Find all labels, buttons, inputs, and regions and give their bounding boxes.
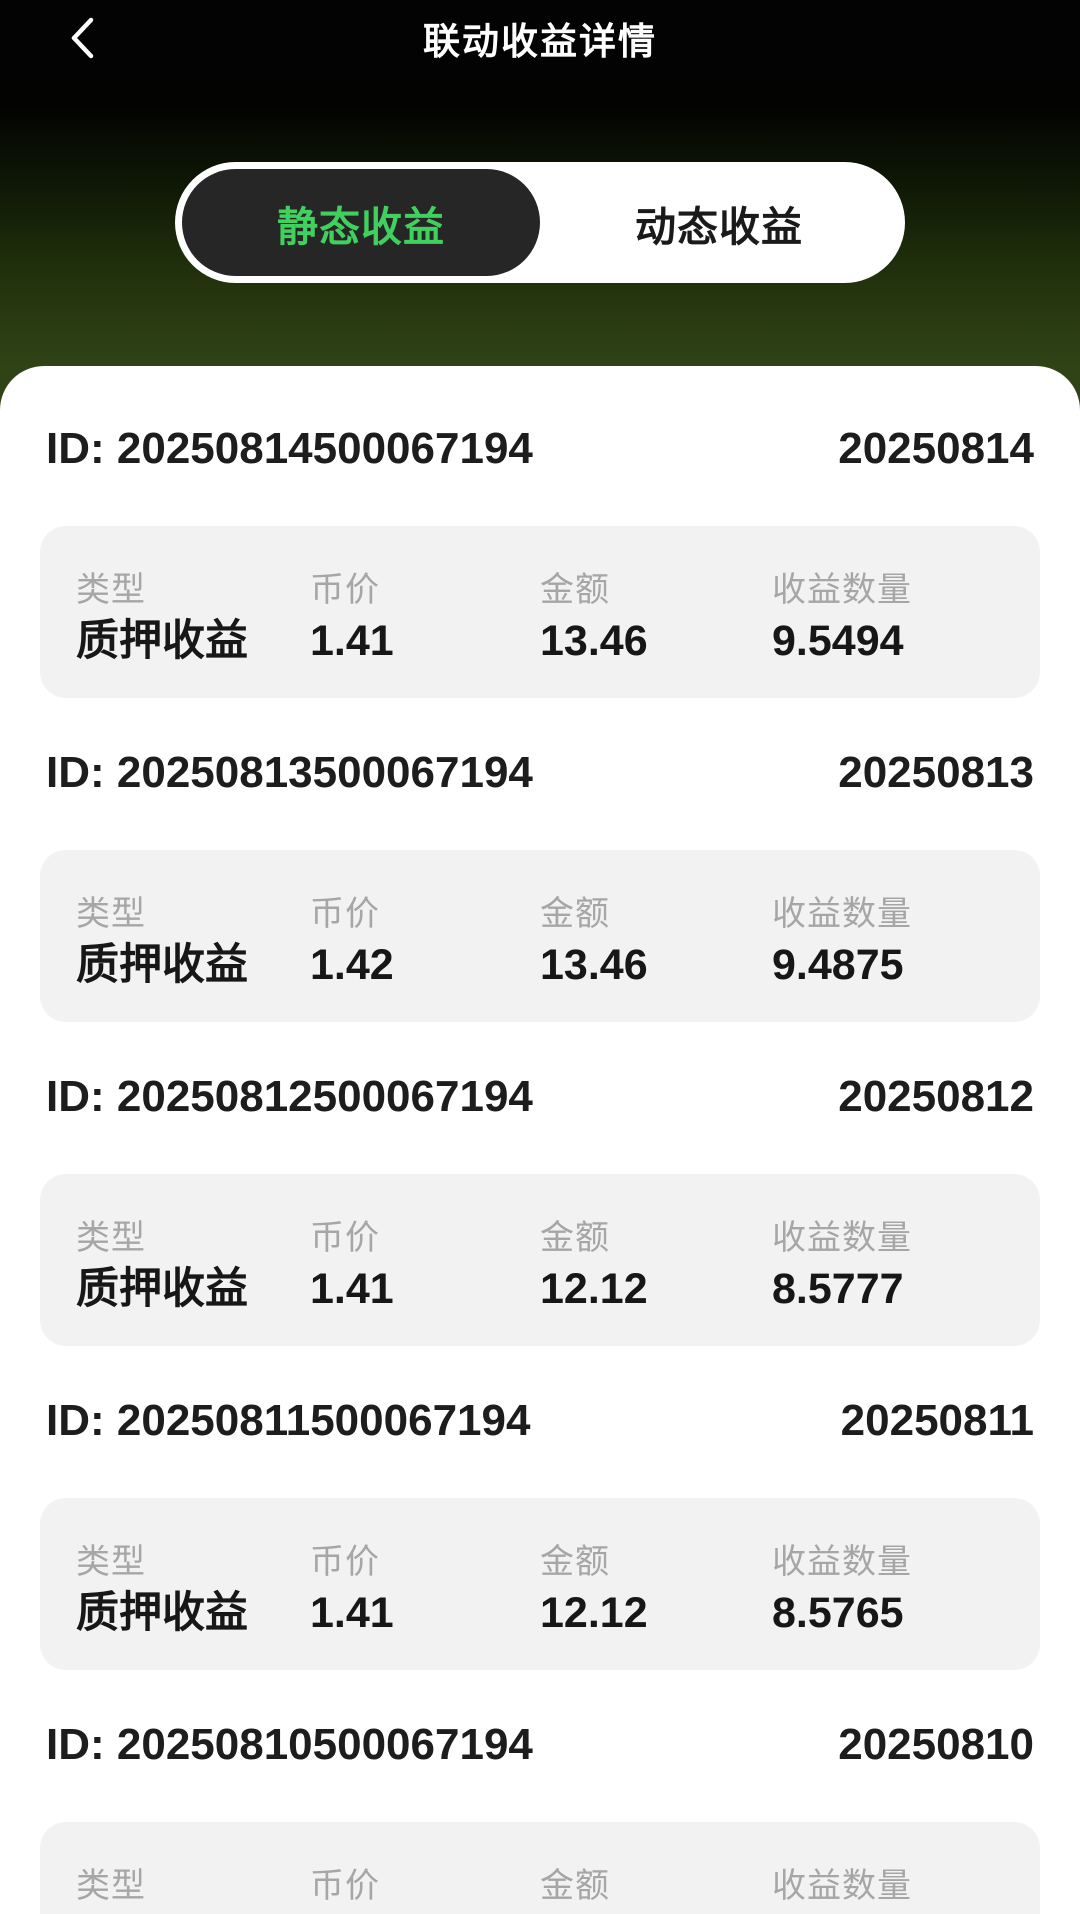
record-amount-cell: 金额 13.46: [540, 894, 772, 1022]
record-type-value: 质押收益: [76, 1589, 248, 1637]
record-price-cell: 币价 1.41: [310, 1542, 540, 1670]
record-id-row: ID: 20250810500067194 20250810: [40, 1716, 1040, 1774]
record-date: 20250811: [840, 1396, 1034, 1445]
record-qty-value: 9.4875: [772, 941, 904, 989]
record-qty-cell: 收益数量 9.5494: [772, 570, 1004, 698]
header-bar: 联动收益详情: [0, 0, 1080, 76]
record-id-row: ID: 20250814500067194 20250814: [40, 420, 1040, 478]
record-amount-value: 13.46: [540, 941, 648, 989]
column-label-amount: 金额: [540, 571, 610, 609]
record-qty-cell: 收益数量 9.4875: [772, 894, 1004, 1022]
record-amount-value: 13.46: [540, 617, 648, 665]
column-label-type: 类型: [76, 571, 146, 609]
record-id: ID: 20250811500067194: [46, 1396, 531, 1445]
record-type-cell: 类型 质押收益: [76, 570, 310, 698]
record-qty-value: 9.5494: [772, 617, 904, 665]
record-qty-cell: 收益数量 8.5765: [772, 1542, 1004, 1670]
record-type-cell: 类型: [76, 1866, 310, 1914]
column-label-price: 币价: [310, 571, 380, 609]
record-detail-box: 类型 质押收益 币价 1.41 金额 12.12 收益数量 8.5765: [40, 1498, 1040, 1670]
record-amount-cell: 金额 12.12: [540, 1218, 772, 1346]
record-price-value: 1.41: [310, 1265, 394, 1313]
record-id-row: ID: 20250813500067194 20250813: [40, 744, 1040, 802]
column-label-price: 币价: [310, 1219, 380, 1257]
column-label-amount: 金额: [540, 1543, 610, 1581]
column-label-qty: 收益数量: [772, 1543, 912, 1581]
record-amount-cell: 金额 13.46: [540, 570, 772, 698]
record-type-cell: 类型 质押收益: [76, 1218, 310, 1346]
record-qty-cell: 收益数量: [772, 1866, 1004, 1914]
tab-dynamic-income[interactable]: 动态收益: [540, 169, 898, 276]
column-label-type: 类型: [76, 1867, 146, 1905]
record-price-value: 1.41: [310, 1589, 394, 1637]
column-label-type: 类型: [76, 1543, 146, 1581]
record-id: ID: 20250813500067194: [46, 748, 533, 797]
income-tab-switcher: 静态收益 动态收益: [175, 162, 905, 283]
column-label-price: 币价: [310, 1867, 380, 1905]
income-record: ID: 20250811500067194 20250811 类型 质押收益 币…: [40, 1392, 1040, 1670]
record-price-cell: 币价 1.41: [310, 570, 540, 698]
column-label-qty: 收益数量: [772, 895, 912, 933]
tab-static-income[interactable]: 静态收益: [182, 169, 540, 276]
record-detail-box: 类型 质押收益 币价 1.42 金额 13.46 收益数量 9.4875: [40, 850, 1040, 1022]
record-type-value: 质押收益: [76, 941, 248, 989]
record-price-value: 1.41: [310, 617, 394, 665]
record-date: 20250812: [838, 1072, 1034, 1121]
records-list: ID: 20250814500067194 20250814 类型 质押收益 币…: [40, 420, 1040, 1914]
record-price-cell: 币价 1.42: [310, 894, 540, 1022]
record-qty-cell: 收益数量 8.5777: [772, 1218, 1004, 1346]
column-label-amount: 金额: [540, 1867, 610, 1905]
column-label-type: 类型: [76, 1219, 146, 1257]
record-id-row: ID: 20250811500067194 20250811: [40, 1392, 1040, 1450]
record-qty-value: 8.5765: [772, 1589, 904, 1637]
record-date: 20250813: [838, 748, 1034, 797]
record-detail-box: 类型 质押收益 币价 1.41 金额 13.46 收益数量 9.5494: [40, 526, 1040, 698]
record-amount-cell: 金额: [540, 1866, 772, 1914]
record-id: ID: 20250810500067194: [46, 1720, 533, 1769]
record-date: 20250814: [838, 424, 1034, 473]
column-label-qty: 收益数量: [772, 1867, 912, 1905]
column-label-qty: 收益数量: [772, 571, 912, 609]
record-type-value: 质押收益: [76, 617, 248, 665]
income-record: ID: 20250813500067194 20250813 类型 质押收益 币…: [40, 744, 1040, 1022]
column-label-amount: 金额: [540, 1219, 610, 1257]
income-record: ID: 20250812500067194 20250812 类型 质押收益 币…: [40, 1068, 1040, 1346]
back-button[interactable]: [42, 0, 122, 76]
record-id-row: ID: 20250812500067194 20250812: [40, 1068, 1040, 1126]
record-type-cell: 类型 质押收益: [76, 1542, 310, 1670]
record-price-cell: 币价 1.41: [310, 1218, 540, 1346]
record-date: 20250810: [838, 1720, 1034, 1769]
record-detail-box: 类型 币价 金额 收益数量: [40, 1822, 1040, 1914]
page-title: 联动收益详情: [423, 21, 657, 62]
record-amount-cell: 金额 12.12: [540, 1542, 772, 1670]
income-record: ID: 20250814500067194 20250814 类型 质押收益 币…: [40, 420, 1040, 698]
income-record: ID: 20250810500067194 20250810 类型 币价 金额 …: [40, 1716, 1040, 1914]
column-label-type: 类型: [76, 895, 146, 933]
record-qty-value: 8.5777: [772, 1265, 904, 1313]
column-label-price: 币价: [310, 1543, 380, 1581]
column-label-qty: 收益数量: [772, 1219, 912, 1257]
column-label-amount: 金额: [540, 895, 610, 933]
chevron-left-icon: [67, 15, 97, 61]
column-label-price: 币价: [310, 895, 380, 933]
record-price-value: 1.42: [310, 941, 394, 989]
record-id: ID: 20250814500067194: [46, 424, 533, 473]
record-price-cell: 币价: [310, 1866, 540, 1914]
record-detail-box: 类型 质押收益 币价 1.41 金额 12.12 收益数量 8.5777: [40, 1174, 1040, 1346]
record-amount-value: 12.12: [540, 1265, 648, 1313]
record-id: ID: 20250812500067194: [46, 1072, 533, 1121]
record-amount-value: 12.12: [540, 1589, 648, 1637]
record-type-cell: 类型 质押收益: [76, 894, 310, 1022]
records-card: ID: 20250814500067194 20250814 类型 质押收益 币…: [0, 366, 1080, 1914]
record-type-value: 质押收益: [76, 1265, 248, 1313]
